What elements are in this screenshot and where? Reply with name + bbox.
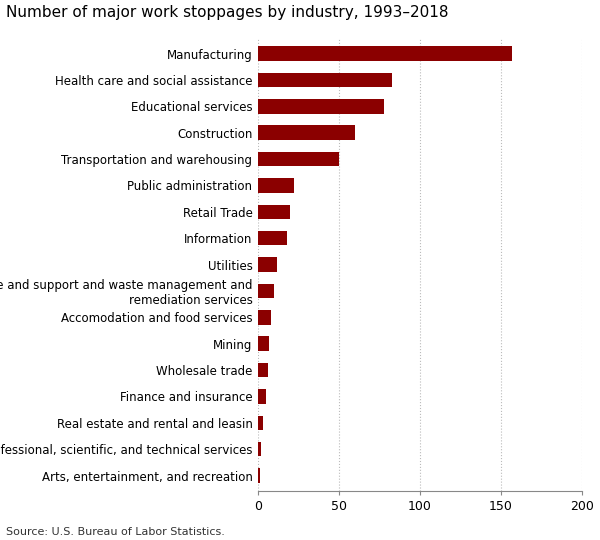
Bar [258, 73, 392, 87]
Bar [258, 46, 512, 61]
Bar [258, 310, 271, 325]
Bar [258, 468, 260, 483]
Text: Source: U.S. Bureau of Labor Statistics.: Source: U.S. Bureau of Labor Statistics. [6, 527, 225, 537]
Bar [258, 416, 263, 430]
Bar [258, 205, 290, 219]
Bar [258, 99, 385, 113]
Bar [258, 442, 261, 456]
Bar [258, 336, 269, 351]
Bar [258, 363, 268, 377]
Bar [258, 125, 355, 140]
Text: Number of major work stoppages by industry, 1993–2018: Number of major work stoppages by indust… [6, 5, 449, 21]
Bar [258, 389, 266, 404]
Bar [258, 258, 277, 272]
Bar [258, 152, 339, 166]
Bar [258, 284, 274, 298]
Bar [258, 231, 287, 246]
Bar [258, 178, 293, 193]
